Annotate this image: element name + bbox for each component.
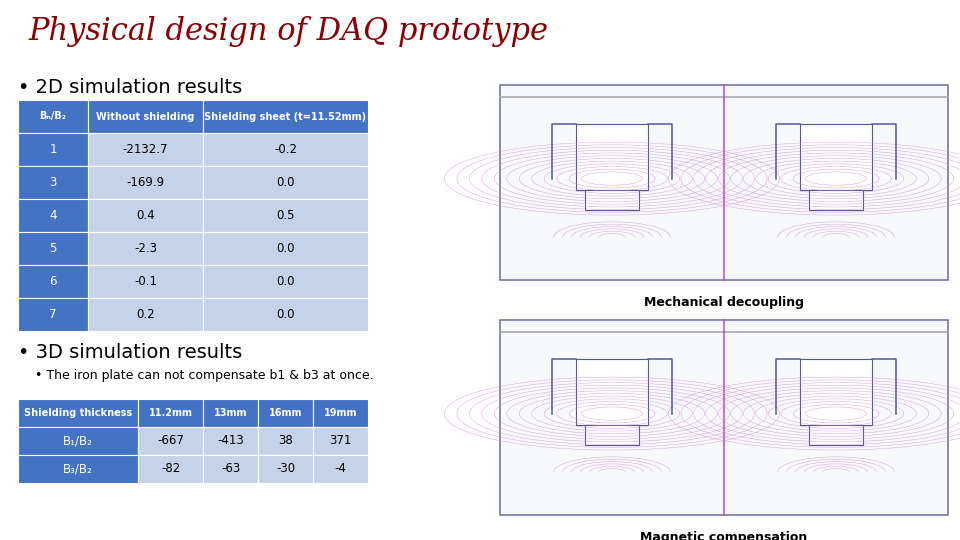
Text: 13mm: 13mm	[214, 408, 248, 418]
Bar	[203, 455, 258, 483]
Bar	[203, 199, 368, 232]
Text: 0.4: 0.4	[136, 209, 155, 222]
Text: Shielding sheet (t=11.52mm): Shielding sheet (t=11.52mm)	[204, 111, 367, 122]
Text: -63: -63	[221, 462, 240, 476]
Bar	[576, 359, 648, 425]
Text: -4: -4	[335, 462, 347, 476]
Bar	[313, 399, 368, 427]
Text: -169.9: -169.9	[127, 176, 164, 189]
Text: -413: -413	[217, 435, 244, 448]
Bar	[800, 359, 872, 425]
Bar	[203, 166, 368, 199]
Text: -2132.7: -2132.7	[123, 143, 168, 156]
Text: 0.0: 0.0	[276, 275, 295, 288]
Bar	[18, 166, 88, 199]
Bar	[88, 166, 203, 199]
Text: 0.0: 0.0	[276, 242, 295, 255]
Text: Magnetic compensation: Magnetic compensation	[640, 531, 807, 540]
Text: 1: 1	[49, 143, 57, 156]
Text: Mechanical decoupling: Mechanical decoupling	[644, 296, 804, 309]
Text: 38: 38	[278, 435, 293, 448]
Bar	[586, 425, 639, 445]
Bar	[203, 232, 368, 265]
Bar	[18, 427, 138, 455]
Text: 0.5: 0.5	[276, 209, 295, 222]
Text: • 3D simulation results: • 3D simulation results	[18, 343, 242, 362]
Text: 371: 371	[329, 435, 351, 448]
Text: Physical design of DAQ prototype: Physical design of DAQ prototype	[29, 16, 549, 47]
Bar	[18, 133, 88, 166]
Bar	[500, 320, 948, 515]
Bar	[88, 100, 203, 133]
Text: 11.2mm: 11.2mm	[149, 408, 193, 418]
Text: -30: -30	[276, 462, 295, 476]
Bar	[138, 427, 203, 455]
Bar	[88, 232, 203, 265]
Text: -0.2: -0.2	[274, 143, 297, 156]
Bar	[203, 100, 368, 133]
Text: B₁/B₂: B₁/B₂	[63, 435, 93, 448]
Text: 7: 7	[49, 308, 57, 321]
Bar	[203, 133, 368, 166]
Text: B₃/B₂: B₃/B₂	[63, 462, 93, 476]
Text: -82: -82	[161, 462, 180, 476]
Bar	[18, 455, 138, 483]
Text: 3: 3	[49, 176, 57, 189]
Text: 5: 5	[49, 242, 57, 255]
Bar	[809, 190, 863, 210]
Text: 0.2: 0.2	[136, 308, 155, 321]
Bar	[203, 298, 368, 331]
Text: 0.0: 0.0	[276, 308, 295, 321]
Text: -667: -667	[157, 435, 184, 448]
Bar	[203, 399, 258, 427]
Bar	[800, 124, 872, 190]
Text: -2.3: -2.3	[134, 242, 157, 255]
Bar	[88, 298, 203, 331]
Text: • The iron plate can not compensate b1 & b3 at once.: • The iron plate can not compensate b1 &…	[35, 369, 373, 382]
Bar	[18, 399, 138, 427]
Bar	[18, 100, 88, 133]
Text: 0.0: 0.0	[276, 176, 295, 189]
Text: 6: 6	[49, 275, 57, 288]
Bar	[138, 399, 203, 427]
Bar	[138, 455, 203, 483]
Bar	[586, 190, 639, 210]
Text: Shielding thickness: Shielding thickness	[24, 408, 132, 418]
Text: Without shielding: Without shielding	[96, 111, 195, 122]
Bar	[258, 399, 313, 427]
Bar	[258, 427, 313, 455]
Bar	[88, 199, 203, 232]
Bar	[18, 232, 88, 265]
Text: 16mm: 16mm	[269, 408, 302, 418]
Bar	[88, 133, 203, 166]
Bar	[576, 124, 648, 190]
Bar	[18, 199, 88, 232]
Bar	[313, 455, 368, 483]
Bar	[18, 298, 88, 331]
Bar	[313, 427, 368, 455]
Bar	[500, 85, 948, 280]
Bar	[258, 455, 313, 483]
Text: 4: 4	[49, 209, 57, 222]
Bar	[809, 425, 863, 445]
Text: 19mm: 19mm	[324, 408, 357, 418]
Bar	[88, 265, 203, 298]
Bar	[203, 265, 368, 298]
Text: -0.1: -0.1	[134, 275, 157, 288]
Text: Bₙ/B₂: Bₙ/B₂	[39, 111, 66, 122]
Bar	[18, 265, 88, 298]
Text: • 2D simulation results: • 2D simulation results	[18, 78, 242, 97]
Bar	[203, 427, 258, 455]
